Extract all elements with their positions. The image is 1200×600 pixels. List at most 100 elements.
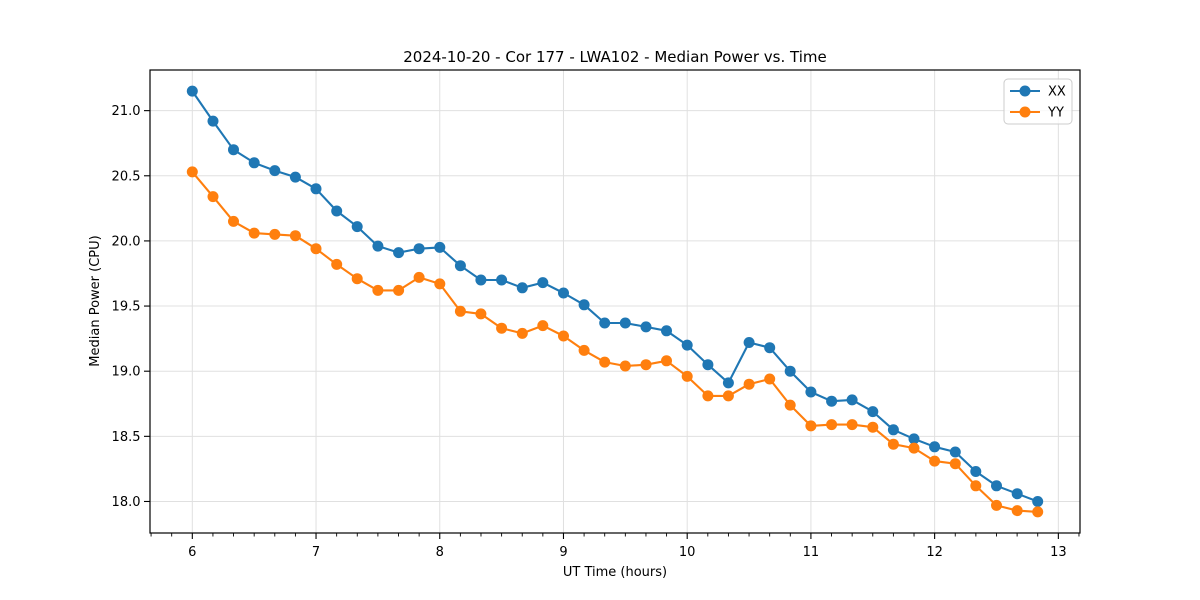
y-tick-label: 20.0 <box>112 234 141 249</box>
data-point-xx <box>826 395 838 407</box>
x-tick-label: 6 <box>188 545 196 560</box>
data-point-xx <box>578 299 590 311</box>
data-point-xx <box>887 424 899 436</box>
data-point-xx <box>908 433 920 445</box>
data-point-yy <box>826 419 838 431</box>
data-point-xx <box>640 321 652 333</box>
data-point-xx <box>434 241 446 253</box>
data-point-yy <box>1011 505 1023 517</box>
data-point-xx <box>743 337 755 348</box>
y-axis-label: Median Power (CPU) <box>88 235 103 366</box>
x-tick-label: 7 <box>312 545 320 560</box>
data-point-yy <box>475 308 487 320</box>
data-point-yy <box>764 373 776 385</box>
y-tick-label: 21.0 <box>112 104 141 119</box>
data-point-xx <box>784 365 796 377</box>
data-point-yy <box>784 399 796 411</box>
data-point-yy <box>537 320 549 332</box>
y-tick-label: 20.5 <box>112 169 141 184</box>
data-point-yy <box>640 359 652 371</box>
data-point-yy <box>991 499 1002 511</box>
x-tick-label: 12 <box>926 545 943 560</box>
data-point-xx <box>702 359 714 371</box>
data-point-yy <box>867 421 879 433</box>
data-point-xx <box>269 165 281 177</box>
data-point-yy <box>578 344 590 356</box>
data-point-yy <box>393 284 405 296</box>
data-point-xx <box>764 342 776 354</box>
data-point-yy <box>413 271 425 283</box>
legend-marker-xx <box>1019 85 1031 97</box>
x-tick-label: 11 <box>803 545 820 560</box>
data-point-yy <box>949 458 961 470</box>
data-point-yy <box>558 330 569 342</box>
data-point-yy <box>846 419 858 431</box>
data-point-yy <box>310 243 322 255</box>
legend-label-yy: YY <box>1047 106 1064 121</box>
data-point-xx <box>331 205 343 217</box>
data-point-yy <box>496 322 508 334</box>
data-point-yy <box>434 278 446 290</box>
data-point-yy <box>351 273 363 285</box>
data-point-yy <box>681 370 693 382</box>
data-point-xx <box>619 317 631 329</box>
data-point-yy <box>516 327 528 339</box>
plot-frame <box>149 69 1081 534</box>
x-tick-label: 9 <box>559 545 567 560</box>
legend-label-xx: XX <box>1048 85 1066 100</box>
data-point-yy <box>599 356 611 368</box>
data-point-yy <box>207 191 219 203</box>
data-point-xx <box>207 115 219 127</box>
data-point-xx <box>722 377 734 389</box>
x-axis-label: UT Time (hours) <box>563 565 667 580</box>
data-point-yy <box>661 355 672 367</box>
data-point-xx <box>681 339 693 351</box>
data-point-xx <box>929 441 941 453</box>
data-point-yy <box>186 166 198 178</box>
grid-layer <box>150 70 1080 533</box>
y-tick-label: 18.5 <box>112 430 141 445</box>
data-point-yy <box>372 284 384 296</box>
x-tick-label: 8 <box>436 545 444 560</box>
data-point-yy <box>331 258 343 270</box>
data-point-xx <box>599 317 611 329</box>
data-point-xx <box>1011 488 1023 500</box>
data-point-xx <box>805 386 817 398</box>
data-point-xx <box>970 466 982 477</box>
data-point-xx <box>1032 496 1044 507</box>
data-point-yy <box>970 480 982 492</box>
data-point-yy <box>887 438 899 450</box>
data-point-xx <box>661 325 672 337</box>
data-point-yy <box>702 390 714 402</box>
data-point-xx <box>454 260 466 272</box>
chart-title: 2024-10-20 - Cor 177 - LWA102 - Median P… <box>403 48 827 66</box>
data-point-yy <box>228 215 239 227</box>
data-point-yy <box>248 227 260 239</box>
data-point-xx <box>496 274 508 286</box>
data-point-xx <box>516 282 528 294</box>
y-tick-label: 18.0 <box>112 495 141 510</box>
x-tick-label: 10 <box>679 545 696 560</box>
data-point-xx <box>949 446 961 458</box>
data-point-yy <box>454 305 466 317</box>
data-point-xx <box>372 240 384 252</box>
data-point-xx <box>393 247 405 259</box>
data-point-xx <box>248 157 260 169</box>
data-point-yy <box>929 455 941 467</box>
x-tick-label: 13 <box>1050 545 1067 560</box>
data-point-xx <box>558 287 569 299</box>
y-tick-label: 19.0 <box>112 365 141 380</box>
series-layer <box>186 85 1044 518</box>
data-point-xx <box>351 221 363 233</box>
data-point-yy <box>619 360 631 372</box>
data-point-xx <box>186 85 198 97</box>
data-point-yy <box>743 378 755 390</box>
tick-layer: 6 7 8 9 10 11 12 13 18.0 18.5 19.0 19.5 20.0 20.5 21.0 <box>112 104 1080 560</box>
data-point-yy <box>722 390 734 402</box>
data-point-xx <box>846 394 858 406</box>
data-point-xx <box>228 144 239 156</box>
data-point-xx <box>413 243 425 255</box>
data-point-yy <box>805 420 817 432</box>
